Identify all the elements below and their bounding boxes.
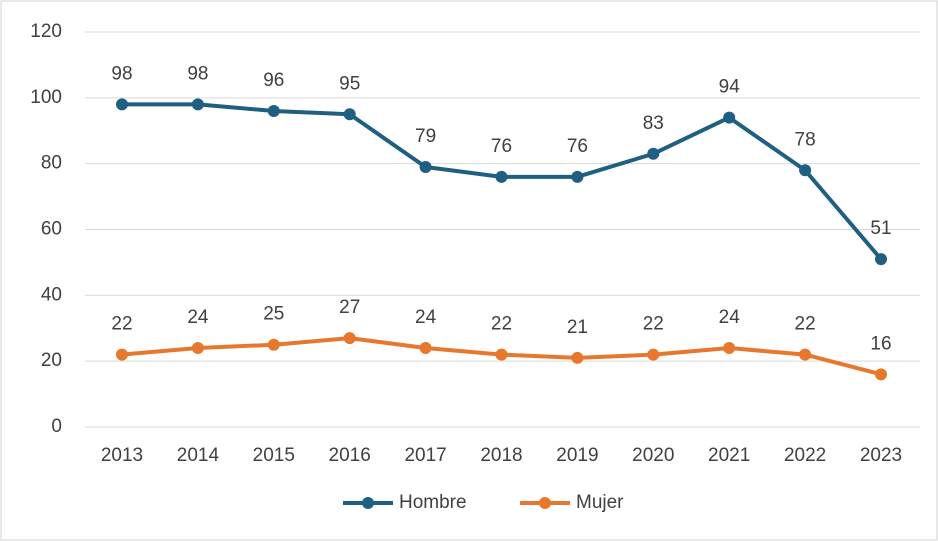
data-label: 16 bbox=[870, 333, 891, 354]
point bbox=[495, 348, 508, 361]
point bbox=[723, 111, 736, 124]
point bbox=[116, 98, 128, 111]
data-label: 94 bbox=[719, 77, 741, 98]
point bbox=[191, 342, 204, 354]
x-tick-label: 2021 bbox=[708, 445, 750, 466]
x-tick-label: 2023 bbox=[860, 445, 902, 466]
point bbox=[647, 147, 660, 160]
data-label: 25 bbox=[263, 304, 284, 325]
point bbox=[495, 170, 508, 183]
x-tick-label: 2015 bbox=[253, 445, 295, 466]
data-label: 98 bbox=[187, 63, 208, 84]
data-label: 24 bbox=[415, 307, 437, 328]
data-label: 51 bbox=[870, 218, 891, 239]
y-tick-label: 20 bbox=[41, 350, 62, 371]
point bbox=[343, 108, 356, 121]
data-label: 78 bbox=[795, 129, 816, 150]
x-tick-label: 2017 bbox=[404, 445, 446, 466]
y-tick-label: 0 bbox=[51, 416, 62, 437]
point bbox=[799, 164, 812, 177]
legend-label: Mujer bbox=[576, 492, 624, 513]
data-label: 22 bbox=[643, 314, 664, 335]
legend-marker bbox=[362, 497, 374, 509]
point bbox=[875, 368, 887, 381]
point bbox=[343, 332, 356, 345]
data-label: 22 bbox=[111, 314, 132, 335]
point bbox=[571, 170, 584, 183]
point bbox=[875, 253, 887, 266]
point bbox=[267, 105, 280, 117]
point bbox=[267, 338, 280, 351]
legend-label: Hombre bbox=[399, 492, 467, 513]
point bbox=[191, 98, 204, 111]
point bbox=[647, 348, 660, 361]
point bbox=[799, 348, 812, 361]
y-tick-label: 40 bbox=[41, 284, 62, 305]
data-label: 98 bbox=[111, 63, 132, 84]
y-tick-label: 80 bbox=[41, 153, 62, 174]
data-label: 22 bbox=[795, 314, 816, 335]
data-label: 96 bbox=[263, 70, 284, 91]
point bbox=[419, 342, 432, 354]
data-label: 76 bbox=[567, 136, 588, 157]
data-label: 95 bbox=[339, 73, 360, 94]
data-label: 24 bbox=[187, 307, 209, 328]
data-label: 83 bbox=[643, 113, 664, 134]
legend-marker bbox=[539, 497, 551, 509]
point bbox=[571, 351, 584, 364]
x-tick-label: 2022 bbox=[784, 445, 826, 466]
data-label: 76 bbox=[491, 136, 512, 157]
x-tick-label: 2019 bbox=[556, 445, 598, 466]
y-tick-label: 60 bbox=[41, 219, 62, 240]
x-tick-label: 2013 bbox=[101, 445, 143, 466]
data-label: 24 bbox=[719, 307, 741, 328]
x-tick-label: 2018 bbox=[480, 445, 522, 466]
data-label: 21 bbox=[567, 317, 588, 338]
data-label: 22 bbox=[491, 314, 512, 335]
y-tick-label: 100 bbox=[30, 87, 62, 108]
data-label: 79 bbox=[415, 126, 436, 147]
point bbox=[419, 160, 432, 173]
point bbox=[723, 342, 736, 354]
x-tick-label: 2020 bbox=[632, 445, 674, 466]
x-tick-label: 2016 bbox=[329, 445, 371, 466]
data-label: 27 bbox=[339, 297, 360, 318]
point bbox=[116, 348, 128, 361]
y-tick-label: 120 bbox=[30, 21, 62, 42]
x-tick-label: 2014 bbox=[177, 445, 220, 466]
